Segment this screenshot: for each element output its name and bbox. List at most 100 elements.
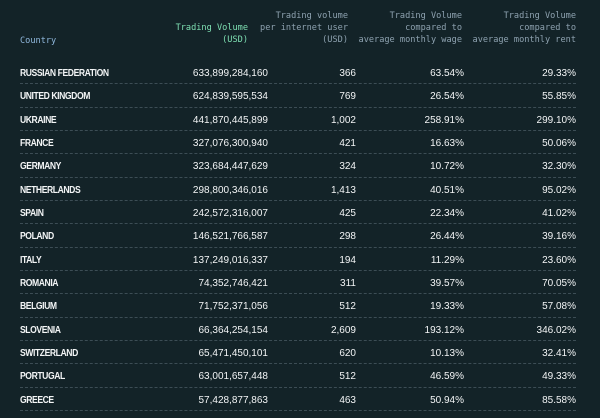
vs-wage-cell: 193.12% xyxy=(424,324,464,336)
per-user-cell: 194 xyxy=(339,254,356,266)
header-line: per internet user xyxy=(260,23,348,33)
header-line: Trading Volume xyxy=(389,11,462,21)
vs-wage-cell: 26.54% xyxy=(430,91,464,103)
header-line: (USD) xyxy=(322,35,348,45)
vs-rent-cell: 29.33% xyxy=(542,68,576,79)
column-header-country: Country xyxy=(20,36,57,46)
table-row: SWITZERLAND 65,471,450,101 620 10.13% 32… xyxy=(20,341,576,365)
trading-volume-cell: 137,249,016,337 xyxy=(192,254,268,266)
trading-volume-cell: 441,870,445,899 xyxy=(192,114,268,126)
table-row: ITALY 137,249,016,337 194 11.29% 23.60% xyxy=(20,248,576,272)
trading-volume-cell: 65,471,450,101 xyxy=(198,348,268,360)
per-user-cell: 311 xyxy=(340,278,356,290)
country-cell: GERMANY xyxy=(20,161,61,173)
trading-volume-cell: 624,839,595,534 xyxy=(192,91,268,103)
header-line: (USD) xyxy=(222,35,248,45)
vs-wage-cell: 16.63% xyxy=(430,138,464,150)
per-user-cell: 425 xyxy=(339,208,356,220)
country-cell: FRANCE xyxy=(20,138,54,150)
header-line: average monthly wage xyxy=(358,35,462,45)
country-cell: POLAND xyxy=(20,231,54,243)
table-row: GREECE 57,428,877,863 463 50.94% 85.58% xyxy=(20,388,576,412)
per-user-cell: 620 xyxy=(339,348,356,360)
table-row: RUSSIAN FEDERATION 633,899,284,160 366 6… xyxy=(20,61,576,85)
country-cell: RUSSIAN FEDERATION xyxy=(20,68,109,79)
header-line: Trading volume xyxy=(275,11,348,21)
header-line: Trading Volume xyxy=(503,11,576,21)
trading-volume-cell: 74,352,746,421 xyxy=(198,278,268,290)
trading-volume-cell: 298,800,346,016 xyxy=(192,184,268,196)
header-line: average monthly rent xyxy=(472,35,576,45)
header-line: compared to xyxy=(405,23,462,33)
vs-wage-cell: 26.44% xyxy=(430,231,464,243)
column-header-per-user: Trading volume per internet user (USD) xyxy=(260,10,348,46)
country-cell: NETHERLANDS xyxy=(20,184,81,196)
country-cell: BELGIUM xyxy=(20,301,57,313)
vs-rent-cell: 70.05% xyxy=(542,278,576,290)
country-cell: UKRAINE xyxy=(20,114,57,126)
column-header-vs-rent: Trading Volume compared to average month… xyxy=(473,10,576,46)
vs-wage-cell: 50.94% xyxy=(430,394,464,406)
vs-rent-cell: 49.33% xyxy=(542,371,576,383)
vs-wage-cell: 258.91% xyxy=(424,114,464,126)
vs-rent-cell: 39.16% xyxy=(542,231,576,243)
per-user-cell: 324 xyxy=(339,161,356,173)
table-row: BELGIUM 71,752,371,056 512 19.33% 57.08% xyxy=(20,294,576,318)
vs-rent-cell: 95.02% xyxy=(542,184,576,196)
table-body: RUSSIAN FEDERATION 633,899,284,160 366 6… xyxy=(20,61,576,412)
country-cell: SWITZERLAND xyxy=(20,348,78,360)
per-user-cell: 298 xyxy=(339,231,356,243)
table-row: NETHERLANDS 298,800,346,016 1,413 40.51%… xyxy=(20,178,576,202)
vs-wage-cell: 19.33% xyxy=(430,301,464,313)
vs-rent-cell: 55.85% xyxy=(542,91,576,103)
vs-wage-cell: 10.72% xyxy=(430,161,464,173)
country-cell: ITALY xyxy=(20,254,42,266)
vs-wage-cell: 39.57% xyxy=(430,278,464,290)
table-row: GERMANY 323,684,447,629 324 10.72% 32.30… xyxy=(20,154,576,178)
table-row: SLOVENIA 66,364,254,154 2,609 193.12% 34… xyxy=(20,318,576,342)
vs-rent-cell: 346.02% xyxy=(536,324,576,336)
trading-volume-cell: 146,521,766,587 xyxy=(192,231,268,243)
per-user-cell: 1,002 xyxy=(330,114,356,126)
table-row: ROMANIA 74,352,746,421 311 39.57% 70.05% xyxy=(20,271,576,295)
vs-rent-cell: 23.60% xyxy=(542,254,576,266)
vs-rent-cell: 41.02% xyxy=(542,208,576,220)
vs-rent-cell: 57.08% xyxy=(542,301,576,313)
table-row: UKRAINE 441,870,445,899 1,002 258.91% 29… xyxy=(20,108,576,132)
trading-volume-cell: 323,684,447,629 xyxy=(192,161,268,173)
country-cell: SPAIN xyxy=(20,208,44,220)
trading-volume-cell: 63,001,657,448 xyxy=(198,371,268,383)
trading-volume-cell: 327,076,300,940 xyxy=(192,138,268,150)
per-user-cell: 512 xyxy=(339,301,356,313)
table-row: PORTUGAL 63,001,657,448 512 46.59% 49.33… xyxy=(20,364,576,388)
vs-wage-cell: 11.29% xyxy=(430,254,464,266)
per-user-cell: 463 xyxy=(339,394,356,406)
trading-volume-cell: 57,428,877,863 xyxy=(198,394,268,406)
vs-wage-cell: 63.54% xyxy=(430,68,464,79)
column-header-vs-wage: Trading Volume compared to average month… xyxy=(359,10,462,46)
per-user-cell: 1,413 xyxy=(330,184,356,196)
per-user-cell: 421 xyxy=(339,138,356,150)
table-row: UNITED KINGDOM 624,839,595,534 769 26.54… xyxy=(20,84,576,108)
country-cell: SLOVENIA xyxy=(20,324,61,336)
per-user-cell: 2,609 xyxy=(330,324,356,336)
per-user-cell: 366 xyxy=(339,68,356,79)
trading-volume-cell: 71,752,371,056 xyxy=(198,301,268,313)
header-line: compared to xyxy=(519,23,576,33)
per-user-cell: 512 xyxy=(339,371,356,383)
trading-volume-cell: 66,364,254,154 xyxy=(198,324,268,336)
trading-volume-cell: 242,572,316,007 xyxy=(192,208,268,220)
vs-rent-cell: 85.58% xyxy=(542,394,576,406)
country-cell: PORTUGAL xyxy=(20,371,65,383)
country-cell: GREECE xyxy=(20,394,54,406)
table-row: POLAND 146,521,766,587 298 26.44% 39.16% xyxy=(20,224,576,248)
vs-wage-cell: 40.51% xyxy=(430,184,464,196)
vs-wage-cell: 22.34% xyxy=(430,208,464,220)
column-header-trading-volume: Trading Volume (USD) xyxy=(176,22,248,46)
vs-wage-cell: 10.13% xyxy=(430,348,464,360)
country-cell: ROMANIA xyxy=(20,278,59,290)
country-cell: UNITED KINGDOM xyxy=(20,91,90,103)
trading-volume-cell: 633,899,284,160 xyxy=(192,68,268,79)
vs-rent-cell: 32.41% xyxy=(542,348,576,360)
vs-rent-cell: 50.06% xyxy=(542,138,576,150)
